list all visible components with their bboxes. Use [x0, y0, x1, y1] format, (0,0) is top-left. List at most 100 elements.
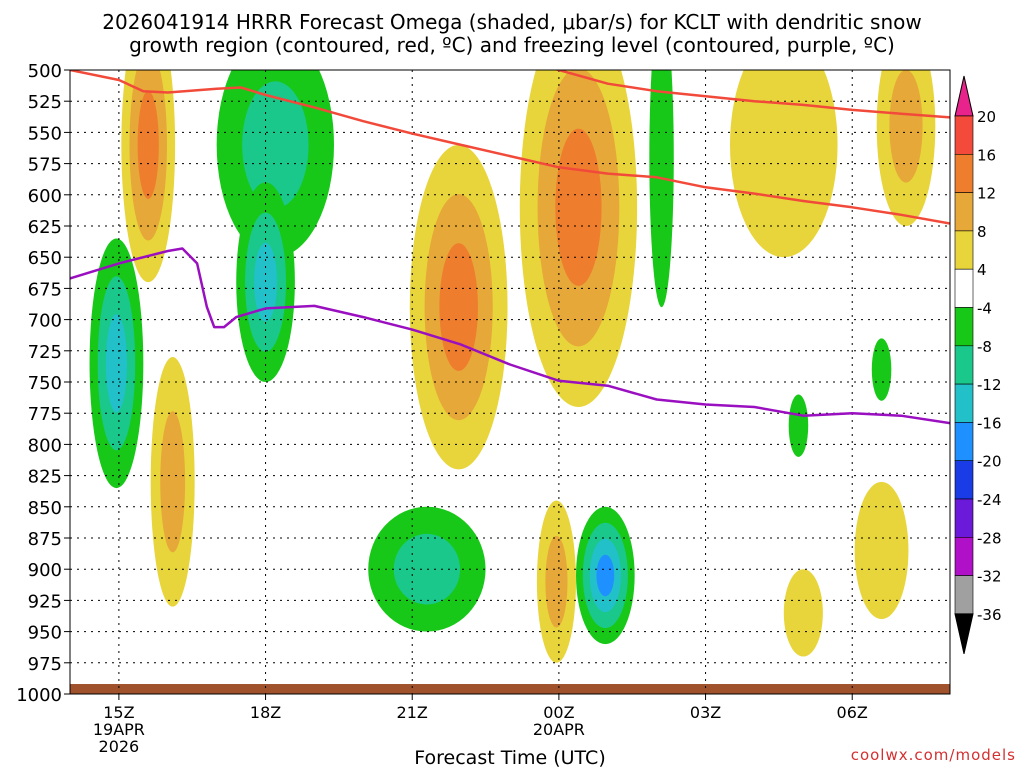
colorbar-label: 16 — [977, 146, 996, 164]
colorbar-segment — [954, 192, 974, 232]
omega-sinking-0230Z-upper — [730, 70, 838, 258]
chart-title-line1: 2026041914 HRRR Forecast Omega (shaded, … — [102, 10, 921, 34]
y-tick-label: 725 — [28, 342, 62, 363]
omega-contour-4 — [783, 569, 823, 657]
colorbar-label: -36 — [977, 606, 1002, 624]
y-tick-label: 600 — [28, 186, 62, 207]
x-tick-label: 03Z — [690, 703, 721, 722]
omega-sinking-05Z-low — [783, 569, 823, 657]
omega-contour-4 — [730, 70, 838, 258]
colorbar: 20 16 12 8 4 -4 -8 -12 -16 -20 -24 -28 -32 -36 — [954, 75, 1002, 655]
omega-contour-12 — [137, 90, 159, 199]
omega-contour-neg8 — [242, 81, 309, 209]
y-tick-label: 750 — [28, 373, 62, 394]
colorbar-label: 8 — [977, 223, 987, 241]
omega-upward-0730Z-small — [871, 338, 892, 401]
chart-title-line2: growth region (contoured, red, ºC) and f… — [129, 33, 895, 57]
y-tick-label: 925 — [28, 591, 62, 612]
y-axis: 500 525 550 575 600 625 650 675 700 725 750 775 800 8… — [16, 61, 70, 706]
colorbar-label: -28 — [977, 529, 1002, 547]
omega-upward-0130Z-narrow — [649, 70, 674, 308]
contour-lines — [70, 70, 950, 425]
colorbar-segment — [954, 536, 974, 576]
colorbar-label: -16 — [977, 414, 1002, 432]
y-tick-label: 650 — [28, 248, 62, 269]
y-tick-label: 850 — [28, 498, 62, 519]
x-axis-label: Forecast Time (UTC) — [414, 747, 605, 768]
omega-contour-neg12 — [105, 314, 128, 413]
y-tick-label: 800 — [28, 435, 62, 456]
omega-contour-neg4 — [788, 394, 809, 457]
omega-contour-12 — [439, 243, 478, 372]
colorbar-segment — [954, 154, 974, 193]
colorbar-segment — [954, 345, 974, 385]
omega-sinking-16Z-upper — [121, 70, 176, 283]
colorbar-segment — [954, 268, 974, 308]
x-tick-label: 00Z — [543, 703, 574, 722]
y-tick-label: 975 — [28, 654, 62, 675]
y-tick-label: 950 — [28, 623, 62, 644]
colorbar-segment — [954, 383, 974, 423]
x-tick-label: 18Z — [250, 703, 281, 722]
colorbar-top-arrow — [954, 75, 974, 117]
omega-contour-neg12 — [253, 242, 278, 322]
omega-contour-12 — [555, 128, 602, 286]
x-tick-label: 21Z — [397, 703, 428, 722]
omega-shading — [89, 70, 936, 663]
omega-contour-8 — [889, 70, 923, 183]
grid-lines — [70, 70, 950, 694]
colorbar-segment — [954, 498, 974, 538]
colorbar-label: -4 — [977, 300, 992, 318]
x-tick-label: 2026 — [99, 737, 140, 756]
x-tick-label: 15Z — [103, 703, 134, 722]
colorbar-label: -12 — [977, 376, 1002, 394]
omega-upward-05Z-small — [788, 394, 809, 457]
omega-sinking-0630Z-low — [854, 481, 909, 620]
omega-sinking-1730Z-lower — [150, 357, 195, 607]
y-tick-label: 825 — [28, 467, 62, 488]
y-tick-label: 625 — [28, 217, 62, 238]
y-tick-label: 675 — [28, 279, 62, 300]
omega-sinking-22Z-mid — [409, 144, 508, 470]
omega-contour-neg4 — [871, 338, 892, 401]
colorbar-segment — [954, 307, 974, 347]
omega-contour-8 — [160, 411, 186, 553]
colorbar-segment — [954, 422, 974, 461]
colorbar-segment — [954, 460, 974, 500]
y-tick-label: 775 — [28, 404, 62, 425]
colorbar-label: 12 — [977, 185, 996, 203]
omega-sinking-00Z-low — [536, 500, 576, 663]
x-tick-label: 19APR — [93, 720, 145, 739]
colorbar-label: -8 — [977, 338, 992, 356]
omega-contour-neg16 — [596, 554, 615, 597]
x-tick-label: 06Z — [837, 703, 868, 722]
y-tick-label: 700 — [28, 311, 62, 332]
colorbar-bottom-arrow — [954, 613, 974, 655]
colorbar-label: -20 — [977, 453, 1002, 471]
omega-upward-0030Z-low — [576, 506, 635, 645]
y-tick-label: 1000 — [16, 685, 62, 706]
y-tick-label: 500 — [28, 61, 62, 82]
series-line-2 — [70, 247, 950, 425]
colorbar-segment — [954, 575, 974, 615]
colorbar-segment — [954, 230, 974, 270]
omega-contour-neg4 — [649, 70, 674, 308]
omega-contour-4 — [854, 481, 909, 620]
y-tick-label: 875 — [28, 529, 62, 550]
colorbar-label: -24 — [977, 491, 1002, 509]
y-tick-label: 525 — [28, 92, 62, 113]
terrain-fill — [70, 684, 950, 694]
series-line-1 — [553, 70, 950, 119]
omega-upward-core-15Z-low — [89, 238, 144, 489]
omega-sinking-00Z-upper — [519, 70, 638, 407]
colorbar-label: 4 — [977, 261, 987, 279]
omega-upward-column-18Z-mid — [236, 182, 295, 382]
y-tick-label: 900 — [28, 560, 62, 581]
omega-contour-neg8 — [393, 533, 461, 605]
y-tick-label: 575 — [28, 155, 62, 176]
series-line-0 — [70, 70, 950, 225]
terrain-layer — [70, 684, 950, 694]
colorbar-label: -32 — [977, 568, 1002, 586]
